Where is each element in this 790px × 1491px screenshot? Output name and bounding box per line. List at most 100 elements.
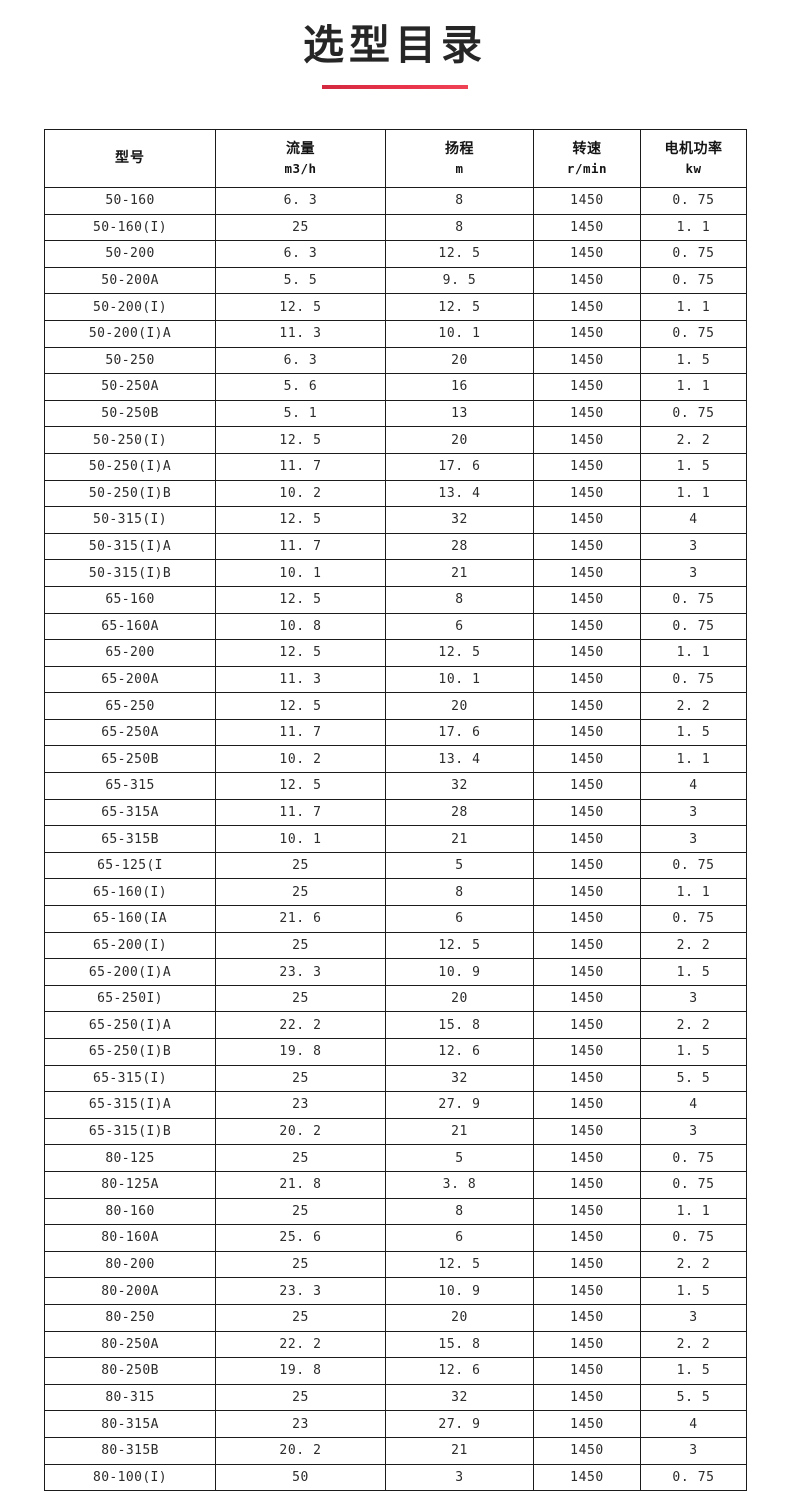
cell-model: 65-315(I) [44,1064,216,1093]
cell-head: 3 [385,1463,534,1491]
cell-model: 50-250(I)A [44,452,216,481]
cell-speed: 1450 [533,479,641,508]
cell-model: 50-160 [44,187,216,215]
cell-head: 8 [385,878,534,907]
cell-model: 65-200(I)A [44,958,216,986]
cell-model: 65-315 [44,772,216,800]
cell-model: 65-315B [44,825,216,853]
cell-head: 27. 9 [385,1091,534,1119]
cell-head: 3. 8 [385,1170,534,1199]
cell-head: 8 [385,1197,534,1226]
cell-model: 50-250(I)B [44,479,216,508]
column-header-model: 型号 [44,129,216,188]
cell-model: 65-250(I)B [44,1038,216,1066]
cell-head: 17. 6 [385,452,534,481]
cell-power: 0. 75 [640,319,747,348]
cell-speed: 1450 [533,293,641,321]
cell-model: 80-200 [44,1250,216,1279]
cell-model: 65-200A [44,665,216,694]
cell-power: 3 [640,1303,747,1332]
table-row: 80-160 25 8 1450 1. 1 [44,1197,747,1226]
table-row: 50-250(I)A 11. 7 17. 6 1450 1. 5 [44,452,747,481]
cell-flow: 25 [215,931,386,960]
table-row: 80-250A 22. 2 15. 8 1450 2. 2 [44,1330,747,1359]
column-header-label: 扬程 [445,140,474,157]
column-header-unit: kw [685,160,702,176]
column-header-label: 流量 [286,140,315,157]
cell-power: 0. 75 [640,612,747,641]
table-row: 65-200(I)A 23. 3 10. 9 1450 1. 5 [44,958,747,986]
cell-speed: 1450 [533,346,641,375]
cell-speed: 1450 [533,585,641,614]
cell-head: 32 [385,506,534,534]
cell-model: 50-200(I) [44,293,216,321]
cell-power: 0. 75 [640,1463,747,1491]
cell-power: 0. 75 [640,399,747,428]
cell-power: 1. 1 [640,1197,747,1226]
cell-speed: 1450 [533,931,641,960]
cell-head: 12. 5 [385,931,534,960]
table-row: 65-160 12. 5 8 1450 0. 75 [44,585,747,614]
cell-model: 80-160 [44,1197,216,1226]
cell-power: 0. 75 [640,240,747,268]
spec-table-container: 型号 流量 m3/h 扬程 m 转速 r/min 电机功率 kw 50-160 6. 3 8 1450… [44,129,747,1491]
cell-head: 20 [385,346,534,375]
cell-head: 20 [385,1303,534,1332]
cell-head: 6 [385,905,534,933]
table-row: 65-315(I)B 20. 2 21 1450 3 [44,1117,747,1146]
cell-head: 8 [385,213,534,242]
cell-model: 50-160(I) [44,213,216,242]
cell-flow: 6. 3 [215,240,386,268]
cell-head: 20 [385,692,534,720]
cell-head: 12. 6 [385,1357,534,1385]
cell-power: 0. 75 [640,665,747,694]
column-header-unit: m [455,160,464,176]
cell-speed: 1450 [533,1091,641,1119]
cell-model: 65-125(I [44,851,216,880]
table-row: 65-200A 11. 3 10. 1 1450 0. 75 [44,665,747,694]
cell-head: 12. 6 [385,1038,534,1066]
cell-head: 32 [385,1064,534,1093]
cell-power: 0. 75 [640,187,747,215]
cell-power: 2. 2 [640,1250,747,1279]
cell-head: 13. 4 [385,479,534,508]
cell-flow: 22. 2 [215,1330,386,1359]
table-row: 65-250 12. 5 20 1450 2. 2 [44,692,747,720]
cell-speed: 1450 [533,878,641,907]
cell-head: 21 [385,1117,534,1146]
cell-power: 0. 75 [640,851,747,880]
cell-model: 65-250B [44,745,216,774]
cell-power: 3 [640,1117,747,1146]
table-row: 50-160 6. 3 8 1450 0. 75 [44,187,747,215]
cell-flow: 5. 5 [215,266,386,295]
cell-model: 80-250B [44,1357,216,1385]
cell-head: 8 [385,187,534,215]
cell-power: 0. 75 [640,905,747,933]
table-row: 50-200(I)A 11. 3 10. 1 1450 0. 75 [44,319,747,348]
table-row: 65-125(I 25 5 1450 0. 75 [44,851,747,880]
cell-power: 0. 75 [640,1170,747,1199]
cell-speed: 1450 [533,984,641,1013]
cell-speed: 1450 [533,1250,641,1279]
cell-power: 1. 5 [640,718,747,747]
table-row: 50-250(I) 12. 5 20 1450 2. 2 [44,426,747,454]
cell-model: 50-200A [44,266,216,295]
cell-power: 0. 75 [640,266,747,295]
cell-flow: 5. 1 [215,399,386,428]
cell-flow: 25 [215,1383,386,1412]
table-row: 50-200 6. 3 12. 5 1450 0. 75 [44,240,747,268]
table-row: 50-200(I) 12. 5 12. 5 1450 1. 1 [44,293,747,321]
cell-flow: 11. 7 [215,532,386,561]
cell-flow: 6. 3 [215,187,386,215]
cell-power: 1. 5 [640,346,747,375]
cell-head: 10. 9 [385,958,534,986]
cell-flow: 12. 5 [215,426,386,454]
cell-flow: 12. 5 [215,692,386,720]
cell-model: 50-250B [44,399,216,428]
cell-power: 2. 2 [640,1011,747,1039]
title-block: 选型目录 [0,0,790,120]
column-header-label: 型号 [115,149,145,166]
cell-model: 65-315(I)A [44,1091,216,1119]
cell-flow: 23 [215,1091,386,1119]
table-header-row: 型号 流量 m3/h 扬程 m 转速 r/min 电机功率 kw [44,129,747,188]
